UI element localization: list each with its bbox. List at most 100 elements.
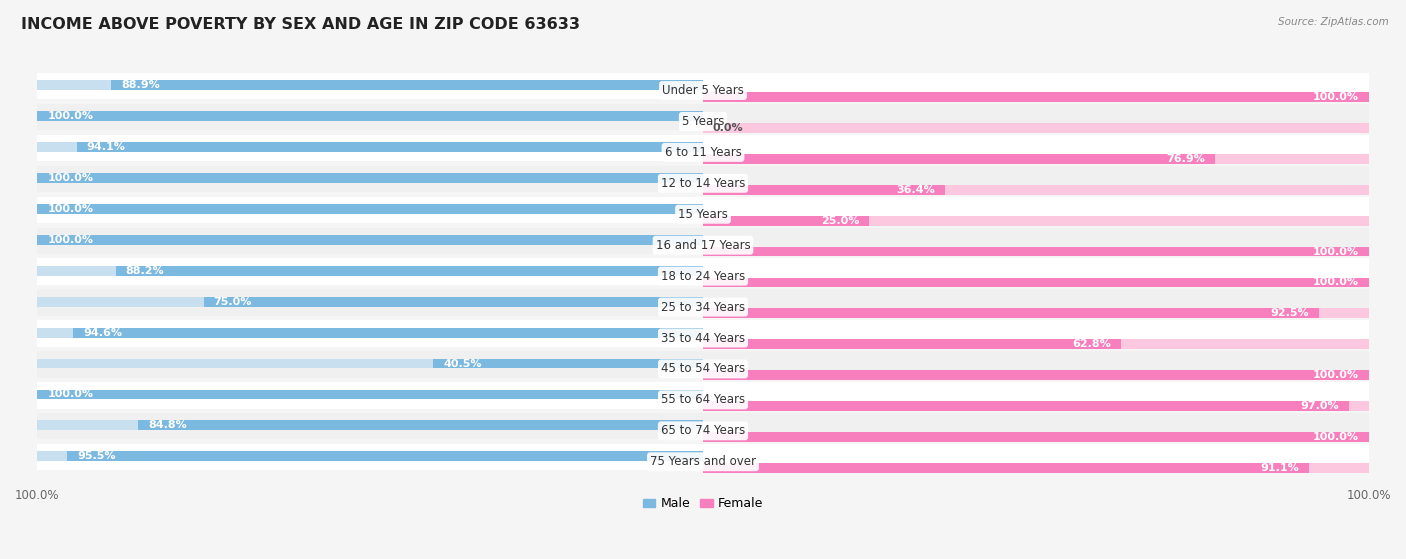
Text: 36.4%: 36.4%: [897, 184, 935, 195]
Bar: [37, 297, 703, 306]
Text: 25 to 34 Years: 25 to 34 Years: [661, 301, 745, 314]
Text: 75.0%: 75.0%: [214, 297, 252, 307]
Bar: [37, 142, 703, 152]
Text: 75 Years and over: 75 Years and over: [650, 455, 756, 468]
Bar: [703, 463, 1309, 473]
Text: 88.9%: 88.9%: [121, 80, 160, 90]
Bar: [37, 235, 703, 245]
Bar: [703, 92, 1369, 102]
Bar: [37, 390, 703, 400]
Bar: [37, 204, 703, 214]
Bar: [37, 73, 1369, 99]
Bar: [37, 320, 1369, 347]
Bar: [703, 370, 1369, 380]
Legend: Male, Female: Male, Female: [638, 492, 768, 515]
Bar: [703, 401, 1348, 411]
Bar: [138, 420, 703, 430]
Bar: [37, 135, 1369, 161]
Text: 100.0%: 100.0%: [48, 390, 93, 400]
Bar: [37, 420, 703, 430]
Bar: [703, 370, 1369, 380]
Text: 12 to 14 Years: 12 to 14 Years: [661, 177, 745, 190]
Bar: [37, 290, 1369, 316]
Text: 45 to 54 Years: 45 to 54 Years: [661, 362, 745, 376]
Text: 100.0%: 100.0%: [1313, 370, 1358, 380]
Bar: [703, 401, 1369, 411]
Text: 76.9%: 76.9%: [1166, 154, 1205, 164]
Text: 97.0%: 97.0%: [1301, 401, 1339, 411]
Text: 84.8%: 84.8%: [149, 420, 187, 430]
Bar: [37, 204, 703, 214]
Text: 100.0%: 100.0%: [1313, 277, 1358, 287]
Bar: [111, 80, 703, 90]
Bar: [433, 358, 703, 368]
Bar: [703, 277, 1369, 287]
Bar: [37, 197, 1369, 223]
Text: 55 to 64 Years: 55 to 64 Years: [661, 394, 745, 406]
Bar: [37, 351, 1369, 377]
Bar: [67, 451, 703, 461]
Bar: [37, 258, 1369, 285]
Bar: [703, 247, 1369, 257]
Bar: [76, 142, 703, 152]
Bar: [37, 382, 1369, 409]
Bar: [37, 173, 703, 183]
Text: 65 to 74 Years: 65 to 74 Years: [661, 424, 745, 437]
Bar: [37, 104, 1369, 130]
Text: 18 to 24 Years: 18 to 24 Years: [661, 269, 745, 283]
Bar: [703, 123, 1369, 132]
Bar: [703, 339, 1369, 349]
Text: 62.8%: 62.8%: [1073, 339, 1111, 349]
Text: 16 and 17 Years: 16 and 17 Years: [655, 239, 751, 252]
Text: 94.1%: 94.1%: [87, 142, 125, 152]
Bar: [37, 111, 703, 121]
Bar: [703, 154, 1369, 164]
Bar: [703, 247, 1369, 257]
Bar: [115, 266, 703, 276]
Bar: [703, 154, 1215, 164]
Bar: [703, 309, 1319, 319]
Bar: [703, 216, 869, 225]
Text: 94.6%: 94.6%: [83, 328, 122, 338]
Bar: [37, 358, 703, 368]
Text: 0.0%: 0.0%: [713, 123, 744, 133]
Bar: [37, 390, 703, 400]
Text: 100.0%: 100.0%: [48, 173, 93, 183]
Text: 100.0%: 100.0%: [48, 111, 93, 121]
Text: 15 Years: 15 Years: [678, 208, 728, 221]
Bar: [37, 80, 703, 90]
Bar: [703, 339, 1121, 349]
Text: 6 to 11 Years: 6 to 11 Years: [665, 146, 741, 159]
Bar: [37, 173, 703, 183]
Bar: [37, 451, 703, 461]
Text: 40.5%: 40.5%: [443, 358, 482, 368]
Bar: [37, 444, 1369, 471]
Text: 100.0%: 100.0%: [1313, 432, 1358, 442]
Bar: [703, 216, 1369, 225]
Text: 95.5%: 95.5%: [77, 451, 115, 461]
Bar: [703, 432, 1369, 442]
Text: Source: ZipAtlas.com: Source: ZipAtlas.com: [1278, 17, 1389, 27]
Text: Under 5 Years: Under 5 Years: [662, 84, 744, 97]
Bar: [37, 111, 703, 121]
Text: 100.0%: 100.0%: [1313, 92, 1358, 102]
Bar: [703, 309, 1369, 319]
Bar: [37, 165, 1369, 192]
Bar: [37, 228, 1369, 254]
Text: 100.0%: 100.0%: [48, 235, 93, 245]
Bar: [703, 184, 1369, 195]
Bar: [204, 297, 703, 306]
Text: 100.0%: 100.0%: [1313, 247, 1358, 257]
Text: 91.1%: 91.1%: [1261, 463, 1299, 473]
Bar: [703, 184, 945, 195]
Bar: [703, 92, 1369, 102]
Bar: [73, 328, 703, 338]
Text: 25.0%: 25.0%: [821, 216, 859, 226]
Bar: [703, 432, 1369, 442]
Text: 35 to 44 Years: 35 to 44 Years: [661, 331, 745, 344]
Text: 92.5%: 92.5%: [1270, 309, 1309, 319]
Bar: [703, 463, 1369, 473]
Bar: [37, 266, 703, 276]
Text: 88.2%: 88.2%: [125, 266, 165, 276]
Text: 5 Years: 5 Years: [682, 115, 724, 128]
